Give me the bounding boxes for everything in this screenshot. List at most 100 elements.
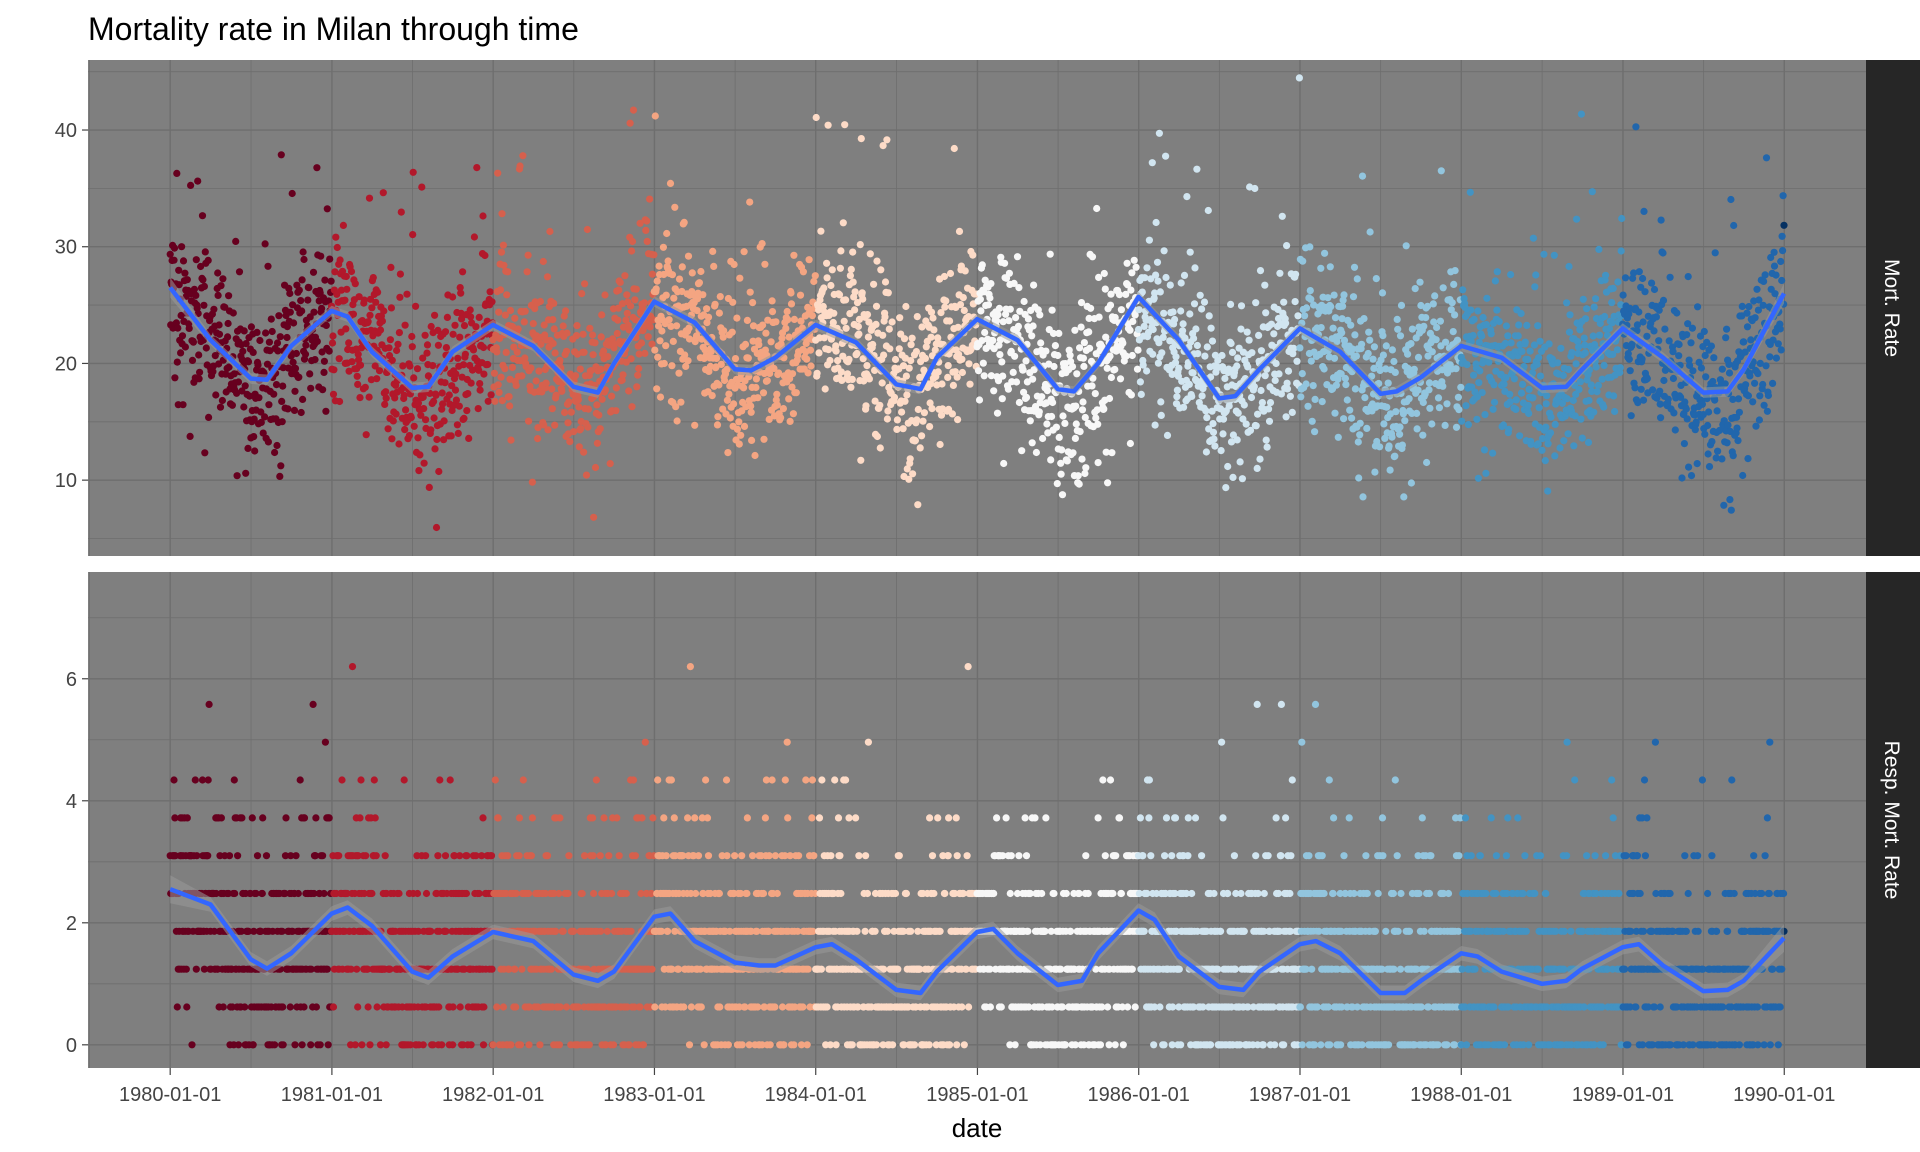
data-point bbox=[1587, 381, 1595, 389]
data-point bbox=[853, 349, 861, 358]
data-point bbox=[365, 194, 374, 202]
data-point bbox=[467, 313, 475, 321]
data-point bbox=[1266, 399, 1275, 407]
data-point bbox=[1209, 420, 1217, 428]
data-point bbox=[268, 327, 276, 336]
data-point bbox=[1075, 480, 1083, 488]
data-point bbox=[562, 307, 570, 315]
data-point bbox=[752, 375, 761, 383]
data-point bbox=[766, 1041, 774, 1049]
data-point bbox=[898, 408, 906, 416]
data-point bbox=[654, 353, 662, 361]
data-point bbox=[1557, 344, 1565, 352]
data-point bbox=[854, 1003, 862, 1011]
data-point bbox=[1026, 417, 1034, 425]
data-point bbox=[1296, 344, 1304, 352]
data-point bbox=[642, 226, 650, 234]
data-point bbox=[888, 318, 896, 326]
data-point bbox=[1576, 378, 1584, 386]
data-point bbox=[848, 375, 856, 383]
data-point bbox=[1459, 286, 1467, 294]
data-point bbox=[1625, 355, 1633, 363]
data-point bbox=[556, 814, 564, 822]
data-point bbox=[1094, 459, 1102, 467]
data-point bbox=[591, 463, 600, 472]
data-point bbox=[234, 1041, 243, 1049]
data-point bbox=[273, 441, 281, 450]
data-point bbox=[1024, 315, 1032, 323]
data-point bbox=[720, 327, 728, 335]
data-point bbox=[839, 219, 847, 227]
data-point bbox=[369, 274, 377, 282]
data-point bbox=[1283, 379, 1291, 387]
data-point bbox=[1255, 331, 1263, 339]
data-point bbox=[1076, 428, 1084, 436]
data-point bbox=[682, 362, 690, 370]
data-point bbox=[1126, 326, 1134, 334]
data-point bbox=[1739, 471, 1747, 480]
data-point bbox=[1673, 309, 1681, 317]
data-point bbox=[1482, 469, 1490, 477]
data-point bbox=[1283, 385, 1292, 393]
data-point bbox=[704, 313, 713, 321]
data-point bbox=[1265, 417, 1274, 425]
data-point bbox=[843, 370, 852, 378]
data-point bbox=[301, 350, 310, 358]
data-point bbox=[1106, 301, 1115, 309]
data-point bbox=[1340, 291, 1348, 299]
data-point bbox=[1116, 375, 1125, 383]
data-point bbox=[215, 330, 224, 338]
data-point bbox=[723, 852, 731, 860]
data-point bbox=[684, 357, 692, 365]
data-point bbox=[310, 889, 318, 898]
data-point bbox=[1733, 424, 1741, 432]
data-point bbox=[1124, 281, 1132, 289]
data-point bbox=[866, 250, 874, 258]
data-point bbox=[994, 377, 1003, 385]
data-point bbox=[1759, 301, 1767, 309]
data-point bbox=[1581, 341, 1589, 349]
data-point bbox=[637, 339, 646, 347]
data-point bbox=[1730, 221, 1738, 230]
data-point bbox=[1683, 331, 1691, 339]
data-point bbox=[1129, 317, 1137, 326]
data-point bbox=[1546, 429, 1555, 437]
data-point bbox=[903, 391, 911, 399]
data-point bbox=[1655, 306, 1663, 314]
data-point bbox=[628, 403, 636, 411]
data-point bbox=[1372, 275, 1380, 283]
data-point bbox=[1778, 276, 1786, 285]
data-point bbox=[1092, 414, 1100, 422]
data-point bbox=[1330, 291, 1338, 299]
data-point bbox=[1466, 188, 1474, 196]
data-point bbox=[295, 286, 303, 294]
data-point bbox=[803, 355, 811, 363]
data-point bbox=[294, 889, 302, 898]
data-point bbox=[1381, 434, 1389, 442]
data-point bbox=[1675, 352, 1683, 360]
data-point bbox=[1020, 297, 1028, 306]
data-point bbox=[278, 397, 286, 405]
data-point bbox=[714, 413, 722, 421]
data-point bbox=[747, 402, 755, 410]
data-point bbox=[555, 889, 563, 898]
data-point bbox=[1073, 370, 1081, 378]
data-point bbox=[1108, 449, 1116, 457]
data-point bbox=[668, 965, 676, 973]
data-point bbox=[1680, 440, 1688, 448]
data-point bbox=[956, 301, 965, 309]
data-point bbox=[1643, 375, 1651, 383]
data-point bbox=[903, 465, 911, 473]
data-point bbox=[504, 852, 512, 860]
data-point bbox=[708, 392, 716, 400]
data-point bbox=[1710, 354, 1718, 362]
data-point bbox=[1501, 339, 1509, 347]
data-point bbox=[1506, 398, 1514, 406]
data-point bbox=[1282, 319, 1290, 327]
data-point bbox=[1400, 493, 1408, 501]
data-point bbox=[1544, 487, 1552, 495]
data-point bbox=[289, 358, 297, 366]
data-point bbox=[1545, 340, 1553, 348]
data-point bbox=[1756, 392, 1764, 400]
data-point bbox=[625, 387, 633, 395]
